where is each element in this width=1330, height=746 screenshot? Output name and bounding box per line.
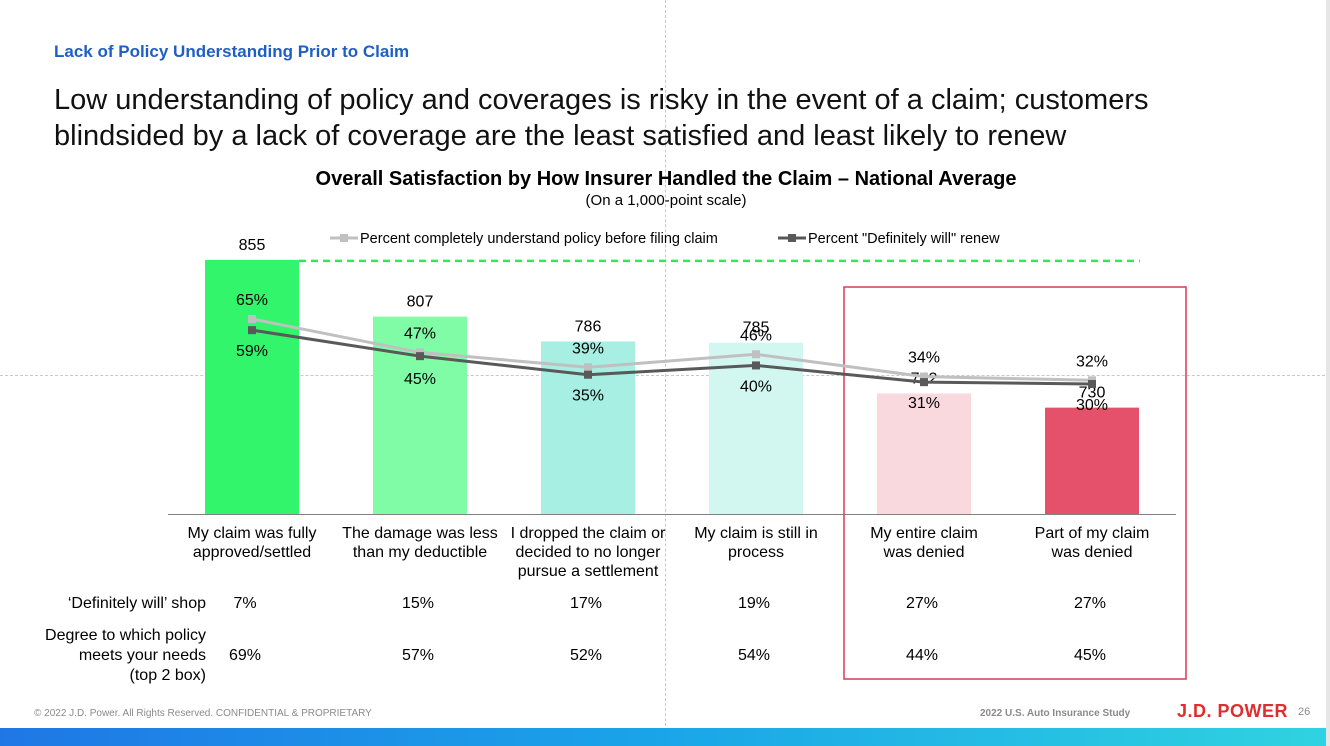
series-1-data-label-3: 39% <box>572 340 604 357</box>
series-2-data-label-6: 30% <box>1076 397 1108 414</box>
series-1-marker-5 <box>920 372 928 381</box>
category-label-6: Part of my claim was denied <box>1034 525 1150 561</box>
series-1-data-label-5: 34% <box>908 350 940 367</box>
category-label-4: My claim is still in process <box>694 525 818 561</box>
series-2-data-label-5: 31% <box>908 395 940 412</box>
series-1-data-label-4: 46% <box>740 327 772 344</box>
series-2-data-label-1: 59% <box>236 343 268 360</box>
series-1-marker-1 <box>248 315 256 323</box>
series-2-marker-6 <box>1088 380 1096 388</box>
table-cell-r2-c3: 52% <box>569 647 603 664</box>
slide-headline: Low understanding of policy and coverage… <box>54 84 1149 152</box>
bar-5 <box>877 393 971 514</box>
bar-value-label-6: 730 <box>1079 385 1106 402</box>
series-1-marker-3 <box>584 363 592 372</box>
series-2-marker-4 <box>752 361 760 370</box>
jd-power-logo: J.D. POWER <box>1177 701 1289 721</box>
table-cell-r1-c1: 7% <box>233 595 257 612</box>
bar-value-label-1: 855 <box>239 237 266 254</box>
series-2-data-label-3: 35% <box>572 388 604 405</box>
category-label-5: My entire claim was denied <box>870 525 978 561</box>
table-cell-r1-c5: 27% <box>905 595 939 612</box>
table-cell-r2-c1: 69% <box>228 647 262 664</box>
bar-1 <box>205 259 299 514</box>
footer-gradient-bar <box>0 728 1326 746</box>
series-1-line <box>251 317 1093 382</box>
section-kicker: Lack of Policy Understanding Prior to Cl… <box>54 42 410 61</box>
horizontal-guide-line <box>0 375 1330 376</box>
table-cell-r1-c2: 15% <box>401 595 435 612</box>
bar-4 <box>709 342 803 514</box>
series-2-data-label-2: 45% <box>404 371 436 388</box>
category-label-2: The damage was less than my deductible <box>342 525 498 561</box>
legend-swatch-marker-1 <box>340 234 348 242</box>
category-label-1: My claim was fully approved/settled <box>187 525 317 561</box>
table-cell-r2-c6: 45% <box>1073 647 1107 664</box>
table-row-label-2: Degree to which policy meets your needs (t… <box>45 627 206 684</box>
series-2-line <box>251 328 1093 386</box>
series-1-data-label-6: 32% <box>1076 353 1108 370</box>
vertical-guide-line <box>665 0 666 746</box>
chart-subtitle: (On a 1,000-point scale) <box>585 192 747 209</box>
series-2-marker-1 <box>248 326 256 335</box>
study-name: 2022 U.S. Auto Insurance Study <box>980 708 1131 719</box>
copyright-note: © 2022 J.D. Power. All Rights Reserved. … <box>34 708 372 719</box>
series-2-marker-2 <box>416 352 424 361</box>
table-row-label-1: ‘Definitely will’ shop <box>67 595 206 612</box>
table-cell-r2-c4: 54% <box>737 647 771 664</box>
series-2-marker-5 <box>920 378 928 387</box>
table-cell-r1-c4: 19% <box>737 595 771 612</box>
page-number: 26 <box>1298 706 1311 718</box>
slide-edge <box>1326 0 1330 746</box>
series-1-data-label-2: 47% <box>404 325 436 342</box>
legend-label-2: Percent "Definitely will" renew <box>808 231 1000 247</box>
table-cell-r2-c5: 44% <box>905 647 939 664</box>
bar-6 <box>1045 407 1139 514</box>
series-1-data-label-1: 65% <box>236 292 268 309</box>
legend-label-1: Percent completely understand policy bef… <box>360 231 718 247</box>
bar-value-label-4: 785 <box>743 320 770 337</box>
bar-value-label-2: 807 <box>407 294 434 311</box>
table-cell-r1-c6: 27% <box>1073 595 1107 612</box>
chart-title: Overall Satisfaction by How Insurer Hand… <box>315 168 1017 190</box>
denied-claims-highlight-box <box>843 286 1187 680</box>
legend-swatch-marker-2 <box>788 234 796 242</box>
series-2-marker-3 <box>584 370 592 379</box>
bar-value-label-3: 786 <box>575 318 602 335</box>
table-cell-r1-c3: 17% <box>569 595 603 612</box>
category-label-3: I dropped the claim or decided to no long… <box>510 525 666 580</box>
table-cell-r2-c2: 57% <box>401 647 435 664</box>
series-1-marker-4 <box>752 350 760 359</box>
series-2-data-label-4: 40% <box>740 378 772 395</box>
